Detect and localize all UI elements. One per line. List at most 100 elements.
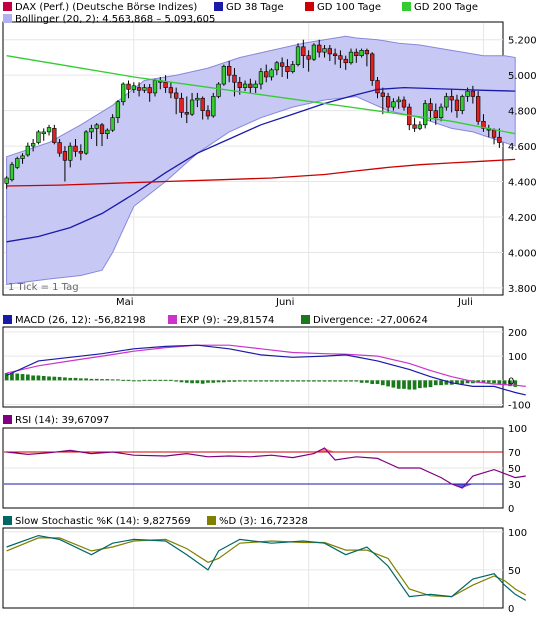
candle <box>121 82 126 106</box>
divergence-bar <box>237 380 242 382</box>
y-tick-label: 100 <box>508 424 527 435</box>
candle <box>359 48 364 58</box>
y-tick-label: 4.600 <box>508 142 537 153</box>
candle <box>147 84 152 102</box>
legend-gd38: GD 38 Tage <box>226 2 284 13</box>
divergence-bar <box>243 380 247 382</box>
divergence-bar <box>433 380 438 386</box>
candle <box>126 80 131 99</box>
candle-body <box>274 62 279 71</box>
month-label-mai: Mai <box>116 297 134 308</box>
candles <box>4 39 502 189</box>
candle <box>41 128 46 141</box>
candle-body <box>385 96 391 108</box>
price-y-ticks: 3.800 4.000 4.200 4.400 4.600 4.800 5.000 5.200 <box>508 36 537 295</box>
candle-body <box>327 48 332 55</box>
divergence-bar <box>195 380 200 384</box>
divergence-bar <box>110 379 115 381</box>
candle-body <box>242 83 248 88</box>
divergence-bar <box>327 380 332 382</box>
candle-body <box>179 97 184 113</box>
candle-body <box>264 71 269 78</box>
price-legend: DAX (Perf.) (Deutsche Börse Indizes) GD … <box>3 2 478 25</box>
candle <box>274 61 279 76</box>
rsi-line <box>6 447 526 489</box>
divergence-bar <box>391 380 396 388</box>
candle-body <box>168 87 174 94</box>
stoch-k-line <box>6 534 527 601</box>
divergence-bar <box>253 380 258 382</box>
candle-body <box>370 53 375 81</box>
candle <box>115 100 121 124</box>
candle <box>9 162 15 182</box>
divergence-bar <box>142 379 147 381</box>
stoch-panel: Slow Stochastic %K (14): 9,827569 %D (3)… <box>2 516 527 615</box>
candle <box>481 114 486 132</box>
candle <box>370 52 375 86</box>
divergence-bar <box>36 375 41 381</box>
candle-body <box>258 71 264 85</box>
divergence-bar <box>227 380 232 382</box>
divergence-bar <box>158 379 163 381</box>
candle <box>295 43 301 67</box>
candle-body <box>174 92 179 99</box>
candle-body <box>354 51 359 56</box>
stoch-y-ticks: 0 50 100 <box>508 528 527 615</box>
divergence-bar <box>333 380 337 382</box>
candle-body <box>375 80 380 94</box>
candle-body <box>205 110 211 117</box>
candle <box>444 92 449 111</box>
candle <box>322 45 327 58</box>
y-tick-label: 30 <box>508 480 521 491</box>
divergence-bar <box>502 380 507 386</box>
candle-body <box>311 44 317 60</box>
candle <box>497 128 502 148</box>
divergence-bar <box>492 380 496 384</box>
candle <box>438 103 444 122</box>
candle-body <box>152 80 158 94</box>
divergence-bar <box>57 376 62 381</box>
candle-body <box>454 99 460 111</box>
candle-body <box>78 151 83 154</box>
candle-body <box>52 128 57 143</box>
candle <box>449 89 454 113</box>
y-tick-label: 70 <box>508 448 521 459</box>
y-tick-label: 4.000 <box>508 248 537 259</box>
divergence-bar <box>179 380 184 383</box>
y-tick-label: 4.800 <box>508 107 537 118</box>
candle <box>142 84 147 93</box>
candle-body <box>396 99 401 103</box>
candle-body <box>184 112 189 115</box>
divergence-bar <box>248 380 253 382</box>
divergence-bar <box>359 380 364 383</box>
candle <box>317 39 322 58</box>
candle <box>83 130 89 155</box>
divergence-bar <box>200 380 205 384</box>
candle-body <box>295 46 301 65</box>
y-tick-label: 50 <box>508 464 521 475</box>
candle <box>348 48 354 65</box>
candle <box>168 82 174 99</box>
candle <box>211 92 216 118</box>
candle <box>396 96 401 109</box>
candle <box>354 48 359 63</box>
divergence-bar <box>365 380 369 383</box>
candle <box>78 144 83 161</box>
month-label-juni: Juni <box>275 297 294 308</box>
candle <box>242 80 248 92</box>
divergence-bar <box>274 380 279 382</box>
candle-body <box>36 131 41 143</box>
divergence-bar <box>184 380 189 383</box>
candle <box>30 139 36 152</box>
divergence-bar <box>264 380 269 382</box>
divergence-bar <box>153 379 157 381</box>
y-tick-label: 200 <box>508 328 527 339</box>
candle-body <box>401 99 407 108</box>
legend-stoch-k: Slow Stochastic %K (14): 9,827569 <box>15 516 191 527</box>
legend-bollinger: Bollinger (20, 2): 4.563,868 – 5.093,605 <box>15 14 215 25</box>
candle-body <box>306 55 311 60</box>
candle <box>306 50 311 72</box>
divergence-bar <box>259 380 263 382</box>
candle-body <box>57 142 62 154</box>
candle-body <box>20 155 25 159</box>
